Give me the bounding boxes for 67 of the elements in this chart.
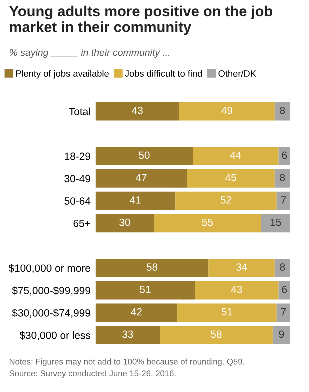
- bar: [274, 170, 290, 188]
- bar: [178, 304, 277, 322]
- data-label: 51: [222, 308, 232, 316]
- data-label: 7: [281, 196, 286, 204]
- data-label: 33: [122, 330, 134, 338]
- y-tick-label: 30-49: [64, 175, 90, 183]
- y-tick-label: 50-64: [64, 198, 91, 205]
- data-label: 52: [220, 196, 232, 204]
- bar: [96, 259, 209, 278]
- bar: [193, 147, 279, 166]
- bar: [96, 147, 194, 166]
- data-label: 15: [270, 218, 282, 226]
- y-tick-label: $100,000 or more: [8, 264, 90, 274]
- data-label: 30: [120, 218, 130, 226]
- bar: [276, 192, 290, 210]
- bar: [96, 192, 176, 210]
- data-label: 58: [146, 264, 158, 271]
- data-label: 58: [211, 330, 222, 338]
- data-label: 49: [222, 106, 232, 114]
- chart-subtitle: % saying _____ in their community ...: [10, 49, 170, 58]
- bar: [160, 326, 273, 344]
- y-tick-label: Total: [69, 108, 90, 116]
- bar: [96, 170, 188, 188]
- legend-label: Jobs difficult to find: [125, 70, 202, 77]
- bar: [96, 102, 180, 121]
- data-label: 8: [280, 174, 286, 182]
- data-label: 55: [202, 218, 214, 226]
- data-label: 6: [282, 286, 288, 294]
- data-label: 7: [281, 308, 286, 316]
- data-label: 34: [236, 264, 248, 271]
- bar: [276, 304, 290, 322]
- source-note: Source: Survey conducted June 15-26, 2016.: [10, 370, 176, 378]
- data-label: 45: [226, 174, 236, 182]
- y-tick-label: $30,000-$74,999: [12, 309, 90, 318]
- bar: [195, 281, 279, 300]
- bar: [96, 326, 160, 344]
- y-tick-label: 65+: [74, 220, 90, 228]
- data-label: 50: [139, 152, 150, 160]
- data-label: 42: [131, 308, 142, 316]
- data-label: 9: [279, 330, 284, 338]
- chart-title: Young adults more positive on the job market in their community: [10, 6, 273, 36]
- y-tick-label: $75,000-$99,999: [12, 286, 90, 296]
- bar: [96, 281, 196, 300]
- bar: [261, 214, 290, 233]
- y-tick-label: $30,000 or less: [20, 331, 91, 340]
- data-label: 41: [130, 196, 141, 204]
- bar: [272, 326, 290, 344]
- bar: [96, 214, 154, 233]
- data-label: 6: [282, 152, 288, 160]
- legend-label: Other/DK: [218, 70, 256, 77]
- y-tick-label: 18-29: [65, 152, 90, 160]
- data-label: 43: [231, 286, 242, 294]
- data-label: 47: [136, 174, 147, 182]
- bar: [187, 170, 275, 188]
- bar: [274, 259, 290, 278]
- bar: [154, 214, 262, 233]
- data-label: 51: [140, 286, 151, 294]
- bar: [208, 259, 275, 278]
- data-label: 8: [280, 106, 286, 114]
- data-label: 44: [230, 152, 242, 160]
- data-label: 8: [280, 264, 286, 271]
- bar: [176, 192, 277, 210]
- text: Notes: Figures may not add to 100% because of rounding. Q59.: [10, 358, 244, 366]
- bar: [180, 102, 275, 121]
- legend-label: Plenty of jobs available: [16, 70, 109, 79]
- data-label: 43: [132, 106, 143, 114]
- bar: [96, 304, 178, 322]
